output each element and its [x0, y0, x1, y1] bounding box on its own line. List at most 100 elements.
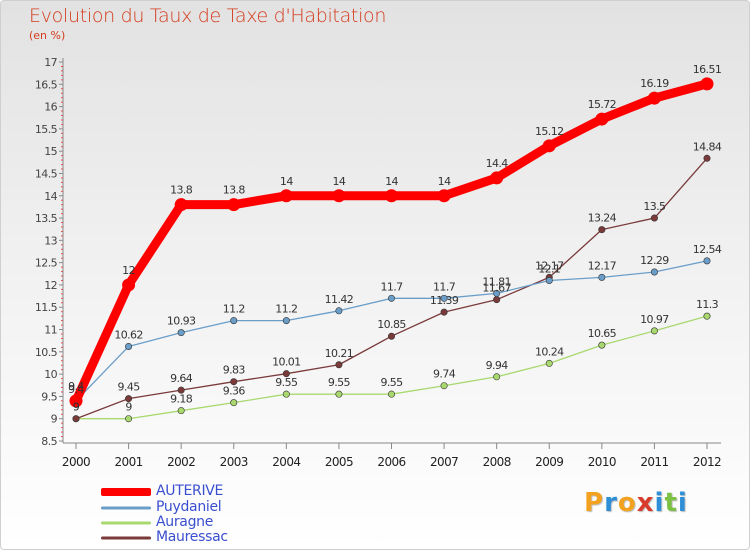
data-label: 9 [73, 401, 80, 414]
logo-letter: i [677, 488, 688, 518]
data-label: 9.83 [223, 364, 246, 377]
data-point [650, 327, 658, 335]
x-tick-label: 2004 [272, 455, 300, 469]
data-label: 16.51 [693, 63, 722, 76]
data-point [650, 268, 658, 276]
series-lines [69, 77, 714, 423]
y-tick-label: 10.5 [35, 346, 58, 359]
data-label: 11.67 [482, 282, 511, 295]
data-point [230, 378, 238, 386]
data-label: 12 [122, 264, 135, 277]
y-tick-label: 11 [44, 324, 57, 337]
x-tick-label: 2007 [430, 455, 458, 469]
data-label: 10.24 [535, 345, 564, 358]
data-label: 9.94 [486, 359, 509, 372]
legend-label-mauressac: Mauressac [156, 529, 228, 545]
y-tick-label: 12.5 [35, 257, 58, 270]
x-tick-label: 2009 [535, 455, 563, 469]
data-point [282, 317, 290, 325]
data-point [279, 189, 293, 203]
logo-letter: t [664, 488, 678, 518]
data-point [72, 415, 80, 423]
legend-item-mauressac: Mauressac [101, 529, 301, 545]
y-tick-label: 15 [44, 145, 57, 158]
data-label: 9.55 [328, 376, 351, 389]
data-point [700, 77, 714, 91]
data-label: 10.62 [114, 328, 143, 341]
legend-swatch-auterive [101, 488, 151, 496]
data-point [493, 373, 501, 381]
logo-letter: P [584, 488, 605, 518]
data-label: 9.4 [68, 380, 84, 393]
data-label: 11.2 [223, 303, 245, 316]
data-point [230, 317, 238, 325]
legend-label-auragne: Auragne [156, 514, 214, 530]
proxiti-logo: Proxiti [584, 488, 688, 518]
data-point [440, 308, 448, 316]
data-point [177, 329, 185, 337]
data-point [335, 390, 343, 398]
x-tick-label: 2002 [167, 455, 195, 469]
data-labels: 9.4 12 13.8 13.8 14 14 14 14 14.4 15.12 15.72 16.19… [68, 63, 722, 414]
data-label: 11.81 [482, 275, 511, 288]
data-label: 12.17 [588, 259, 617, 272]
logo-letter: o [617, 488, 637, 518]
data-label: 10.93 [167, 315, 196, 328]
legend-item-auragne: Auragne [101, 514, 301, 530]
y-tick-label: 8.5 [41, 435, 57, 448]
data-label: 11.7 [380, 280, 403, 293]
data-label: 12.17 [535, 259, 564, 272]
legend-item-auterive: AUTERIVE [101, 483, 301, 499]
data-label: 9.55 [275, 376, 298, 389]
data-label: 14 [385, 175, 398, 188]
data-point [227, 198, 241, 212]
data-label: 9.74 [433, 368, 456, 381]
data-point [650, 214, 658, 222]
legend-item-puydaniel: Puydaniel [101, 499, 301, 515]
y-tick-label: 14.5 [35, 167, 58, 180]
y-tick-label: 14 [44, 190, 57, 203]
legend-swatch-auragne [101, 521, 151, 525]
data-label: 14 [280, 175, 293, 188]
data-point [595, 112, 609, 126]
data-label: 12.54 [693, 243, 722, 256]
data-label: 10.65 [588, 327, 617, 340]
data-label: 10.21 [325, 347, 354, 360]
data-point [598, 341, 606, 349]
x-tick-label: 2003 [220, 455, 248, 469]
data-label: 10.97 [640, 313, 669, 326]
data-label: 9.18 [170, 393, 193, 406]
data-label: 9 [73, 401, 80, 414]
data-point [440, 382, 448, 390]
legend-swatch-mauressac [101, 536, 151, 540]
data-point [125, 342, 133, 350]
data-point [177, 407, 185, 415]
data-point [125, 415, 133, 423]
y-tick-label: 9 [51, 413, 58, 426]
y-tick-label: 17 [44, 56, 57, 69]
data-label: 12.1 [538, 262, 560, 275]
data-point [230, 399, 238, 407]
series-line-auterive [71, 79, 712, 406]
data-point [545, 359, 553, 367]
x-tick-label: 2001 [115, 455, 143, 469]
data-point [122, 278, 136, 292]
data-label: 14 [333, 175, 346, 188]
data-point [69, 394, 83, 408]
data-label: 13.8 [223, 184, 246, 197]
data-label: 15.12 [535, 125, 564, 138]
data-label: 10.85 [377, 318, 406, 331]
x-tick-label: 2008 [483, 455, 511, 469]
data-point [545, 276, 553, 284]
legend-label-auterive: AUTERIVE [156, 483, 224, 499]
data-point [703, 154, 711, 162]
data-label: 14 [438, 175, 451, 188]
y-axis-unit: (en %) [29, 29, 66, 42]
data-label: 12.29 [640, 254, 669, 267]
data-label: 9.64 [170, 372, 193, 385]
data-point [335, 307, 343, 315]
chart-title: Evolution du Taux de Taxe d'Habitation [29, 5, 387, 27]
legend-swatch-puydaniel [101, 506, 151, 510]
